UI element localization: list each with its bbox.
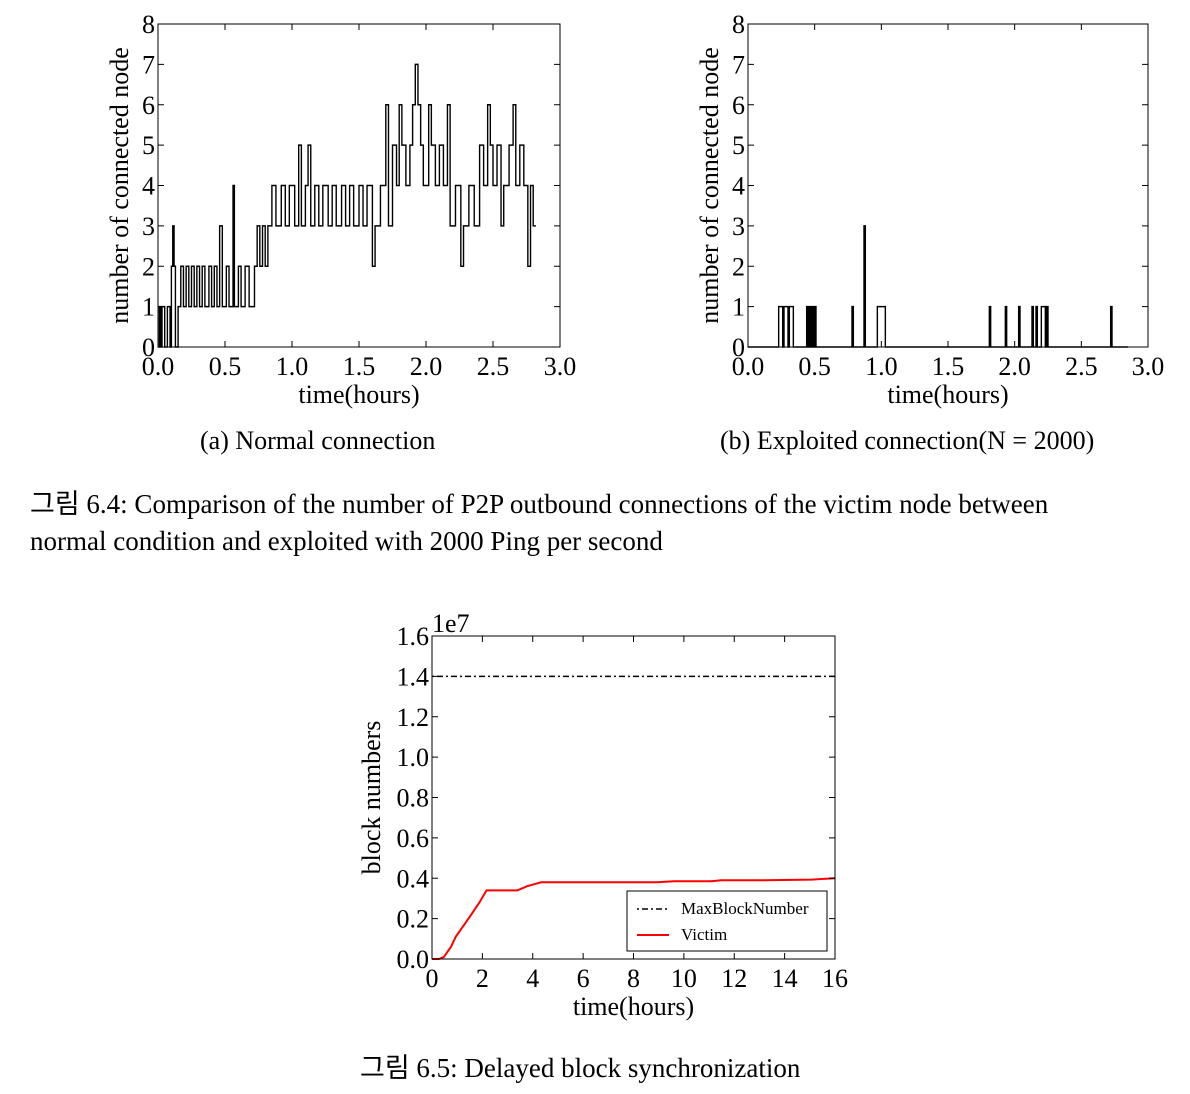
x-tick-label: 1.5 (932, 352, 965, 381)
x-tick-label: 3.0 (1132, 352, 1165, 381)
y-tick-label: 1.2 (397, 703, 430, 732)
series-line-0 (748, 225, 1128, 348)
x-tick-label: 14 (772, 964, 798, 993)
plot-frame (747, 23, 1149, 348)
y-tick-label: 1 (732, 293, 745, 322)
legend-box (626, 890, 828, 952)
y-tick-label: 7 (732, 50, 745, 79)
y-tick-label: 5 (732, 131, 745, 160)
chart-normal-connection: 0.0 0.5 1.0 1.5 2.0 2.5 3.0 0 1 2 3 4 5 6 7 8 time(hours… (105, 10, 576, 409)
y-tick-label: 0.2 (397, 905, 430, 934)
y-tick-label: 0.4 (397, 864, 430, 893)
x-tick-label: 4 (526, 964, 539, 993)
y-tick-label: 0 (142, 333, 155, 362)
chart-exploited-connection: 0.0 0.5 1.0 1.5 2.0 2.5 3.0 0 1 2 3 4 5 6 7 8 time(hours… (695, 10, 1164, 409)
y-tick-label: 8 (142, 10, 155, 39)
y-tick-label: 6 (732, 91, 745, 120)
x-tick-label: 2 (476, 964, 489, 993)
x-tick-label: 0.0 (732, 352, 765, 381)
x-axis-label: time(hours) (887, 380, 1008, 409)
legend-label-maxblocknumber: MaxBlockNumber (681, 899, 809, 918)
chart-block-synchronization: 0 2 4 6 8 10 12 14 16 0.0 0.2 0.4 0.6 0.8 1.0 1.2 1.4 1.6… (357, 609, 848, 1021)
x-tick-label: 0.0 (142, 352, 175, 381)
y-tick-label: 3 (732, 212, 745, 241)
y-tick-label: 2 (142, 252, 155, 281)
subcaption-b: (b) Exploited connection(N = 2000) (720, 426, 1095, 455)
x-tick-label: 1.0 (276, 352, 309, 381)
x-tick-label: 0 (426, 964, 439, 993)
subcaption-a: (a) Normal connection (200, 426, 436, 455)
y-tick-label: 4 (732, 172, 745, 201)
y-axis-label: block numbers (357, 721, 386, 875)
figure-6-4-caption-line1: 그림 6.4: Comparison of the number of P2P … (30, 489, 1049, 519)
x-tick-label: 16 (822, 964, 848, 993)
y-tick-label: 5 (142, 131, 155, 160)
y-tick-label: 1 (142, 293, 155, 322)
x-tick-label: 12 (721, 964, 747, 993)
y-tick-label: 2 (732, 252, 745, 281)
y-tick-label: 0.6 (397, 824, 430, 853)
x-axis-label: time(hours) (573, 992, 694, 1021)
x-axis-label: time(hours) (298, 380, 419, 409)
figure-6-4-caption-line2: normal condition and exploited with 2000… (30, 526, 663, 556)
x-tick-label: 3.0 (544, 352, 577, 381)
y-tick-label: 0.0 (397, 945, 430, 974)
x-tick-label: 1.0 (865, 352, 898, 381)
y-axis-label: number of connected node (105, 47, 134, 324)
series-line-victim (432, 877, 836, 960)
x-tick-label: 1.5 (343, 352, 376, 381)
y-tick-label: 4 (142, 172, 155, 201)
y-tick-label: 7 (142, 50, 155, 79)
x-tick-label: 2.0 (998, 352, 1031, 381)
figure-6-5-caption: 그림 6.5: Delayed block synchronization (360, 1053, 801, 1083)
y-tick-label: 3 (142, 212, 155, 241)
x-tick-label: 0.5 (209, 352, 242, 381)
y-tick-label: 0.8 (397, 784, 430, 813)
x-tick-label: 6 (577, 964, 590, 993)
y-axis-label: number of connected node (695, 47, 724, 324)
x-tick-label: 2.5 (1065, 352, 1098, 381)
legend-label-victim: Victim (681, 925, 727, 944)
y-offset-text: 1e7 (432, 609, 470, 638)
series-line-0 (158, 63, 536, 348)
x-tick-label: 10 (671, 964, 697, 993)
x-tick-label: 2.0 (410, 352, 443, 381)
y-tick-label: 6 (142, 91, 155, 120)
y-tick-label: 1.4 (397, 662, 430, 691)
x-tick-label: 8 (627, 964, 640, 993)
x-tick-label: 0.5 (798, 352, 831, 381)
y-tick-label: 8 (732, 10, 745, 39)
y-tick-label: 1.0 (397, 743, 430, 772)
y-tick-label: 1.6 (397, 622, 430, 651)
x-tick-label: 2.5 (477, 352, 510, 381)
y-tick-label: 0 (732, 333, 745, 362)
